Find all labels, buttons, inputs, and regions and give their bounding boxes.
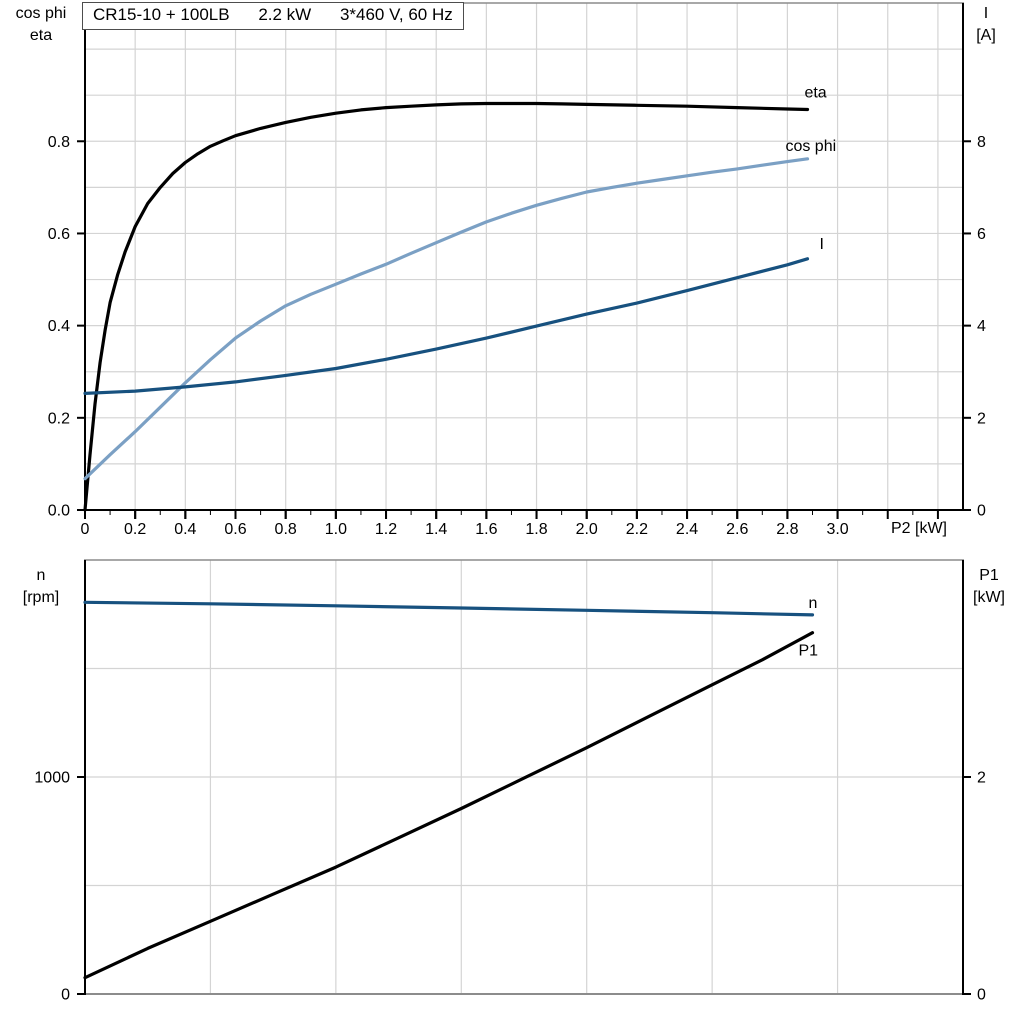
svg-text:2: 2 (977, 410, 986, 427)
speed-curve (83, 600, 815, 617)
bottom-left-axis-title: n [rpm] (2, 565, 80, 609)
svg-text:0.0: 0.0 (48, 503, 70, 520)
left-axis-title-rpm-unit: [rpm] (22, 589, 60, 606)
grid-eta-cosphi-current-vs-p2 (85, 3, 963, 510)
speed-curve-label: n (808, 595, 817, 612)
left-axis-title-n: n (36, 567, 46, 584)
title-supply: 3*460 V, 60 Hz (339, 5, 453, 24)
cos-phi-curve-label: cos phi (785, 138, 836, 155)
svg-text:0.4: 0.4 (174, 521, 196, 538)
svg-text:1000: 1000 (34, 770, 70, 787)
input-power-curve (83, 631, 815, 980)
right-axis-title-p1: P1 (979, 567, 999, 584)
svg-text:1.8: 1.8 (525, 521, 547, 538)
svg-text:2.6: 2.6 (726, 521, 748, 538)
svg-text:0: 0 (61, 987, 70, 1004)
right-axis-title-kw-unit: [kW] (973, 589, 1005, 606)
right-axis-title-ampere-unit: [A] (976, 27, 996, 44)
svg-text:8: 8 (977, 134, 986, 151)
current-curve (83, 257, 810, 395)
svg-text:0.6: 0.6 (224, 521, 246, 538)
svg-text:2.4: 2.4 (676, 521, 698, 538)
svg-text:0.6: 0.6 (48, 226, 70, 243)
title-pump-model: CR15-10 + 100LB (93, 5, 230, 24)
svg-text:1.0: 1.0 (325, 521, 347, 538)
series-input-power: P1 (83, 631, 818, 980)
current-curve-label: I (819, 236, 823, 253)
top-left-axis-title: cos phi eta (2, 3, 80, 47)
cos-phi-curve (83, 157, 810, 481)
svg-text:4: 4 (977, 318, 986, 335)
svg-text:2.2: 2.2 (626, 521, 648, 538)
svg-text:1.2: 1.2 (375, 521, 397, 538)
grid-speed-p1-vs-p2 (85, 560, 963, 994)
title-power: 2.2 kW (258, 5, 312, 24)
frame-eta-cosphi-current-vs-p2 (84, 2, 964, 511)
svg-text:3.0: 3.0 (826, 521, 848, 538)
bottom-right-axis-title: P1 [kW] (956, 565, 1022, 609)
svg-text:1.6: 1.6 (475, 521, 497, 538)
svg-text:2: 2 (977, 770, 986, 787)
svg-text:0.8: 0.8 (48, 134, 70, 151)
right-axis-title-current: I (983, 5, 989, 22)
svg-text:0: 0 (977, 987, 986, 1004)
svg-text:2.0: 2.0 (576, 521, 598, 538)
chart-title-box: CR15-10 + 100LB 2.2 kW 3*460 V, 60 Hz (82, 2, 464, 30)
ticks-eta-cosphi-current-vs-p2: 0.0 0.2 0.4 0.6 0.8 0 2 4 6 8 0 0.2 0.4 0.6 0.8 1.0 1.2 1… (48, 134, 986, 538)
eta-curve (83, 101, 810, 512)
svg-text:0.4: 0.4 (48, 318, 70, 335)
svg-text:0.2: 0.2 (48, 410, 70, 427)
svg-text:0.8: 0.8 (275, 521, 297, 538)
series-speed: n (83, 595, 817, 617)
series-current: I (83, 236, 824, 395)
svg-text:6: 6 (977, 226, 986, 243)
top-right-axis-title: I [A] (956, 3, 1016, 47)
svg-text:0.2: 0.2 (124, 521, 146, 538)
svg-text:2.8: 2.8 (776, 521, 798, 538)
series-cos-phi: cos phi (83, 138, 836, 481)
series-eta: eta (83, 84, 827, 512)
x-axis-label-p2: P2 [kW] (890, 520, 947, 537)
ticks-speed-p1-vs-p2: 0 1000 0 2 (34, 770, 986, 1004)
eta-curve-label: eta (804, 84, 826, 101)
svg-text:0: 0 (81, 521, 90, 538)
svg-text:1.4: 1.4 (425, 521, 447, 538)
svg-text:0: 0 (977, 503, 986, 520)
left-axis-title-cosphi: cos phi (15, 5, 67, 22)
input-power-curve-label: P1 (798, 643, 818, 660)
left-axis-title-eta: eta (29, 27, 53, 44)
